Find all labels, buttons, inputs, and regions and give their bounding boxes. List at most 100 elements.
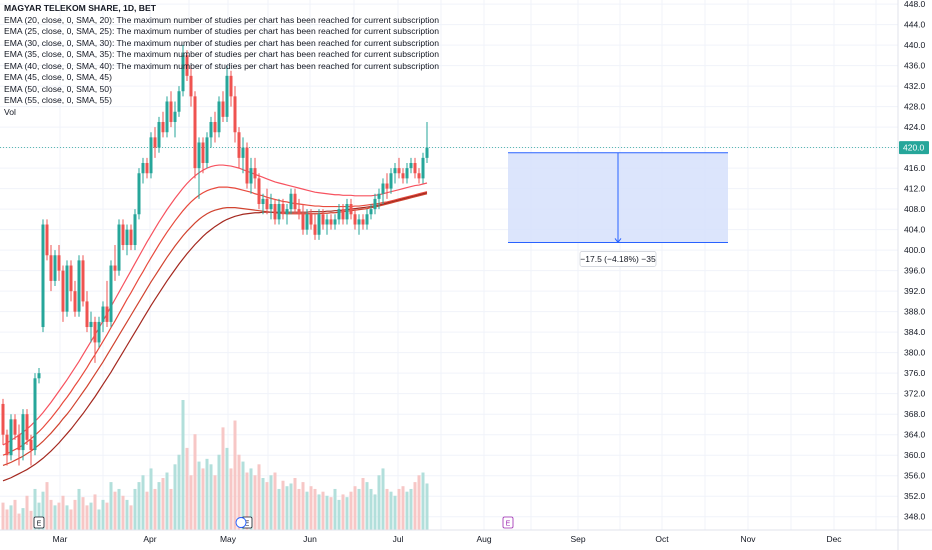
price-axis[interactable]: 448.0 444.0 440.0 436.0 432.0 428.0 424.0 420.0… xyxy=(897,0,929,550)
candle[interactable] xyxy=(241,137,245,174)
candle[interactable] xyxy=(129,224,133,251)
legend-ema-45[interactable]: EMA (45, close, 0, SMA, 45) xyxy=(4,72,112,82)
candle[interactable] xyxy=(65,260,69,317)
candle[interactable] xyxy=(145,157,149,179)
candle[interactable] xyxy=(397,157,401,179)
candle[interactable] xyxy=(213,111,217,143)
candle[interactable] xyxy=(413,157,417,179)
earnings-marker[interactable]: E xyxy=(502,516,514,529)
candle[interactable] xyxy=(281,198,285,220)
candle[interactable] xyxy=(337,204,341,225)
legend-ema-50[interactable]: EMA (50, close, 0, SMA, 50) xyxy=(4,83,112,94)
candle[interactable] xyxy=(193,91,197,179)
candle[interactable] xyxy=(9,414,13,461)
candle[interactable] xyxy=(169,91,173,128)
candle[interactable] xyxy=(393,162,397,184)
candle[interactable] xyxy=(257,173,261,210)
legend-ema-35[interactable]: EMA (35, close, 0, SMA, 35): The maximum… xyxy=(4,49,439,59)
candle[interactable] xyxy=(173,101,177,138)
candle[interactable] xyxy=(421,152,425,184)
candlesticks[interactable] xyxy=(1,45,429,466)
candle[interactable] xyxy=(29,434,33,466)
candle[interactable] xyxy=(1,398,5,445)
candle[interactable] xyxy=(73,280,77,317)
candle[interactable] xyxy=(373,193,377,215)
candle[interactable] xyxy=(305,209,309,235)
candle[interactable] xyxy=(377,188,381,210)
candle[interactable] xyxy=(329,214,333,230)
candle[interactable] xyxy=(133,209,137,251)
candle[interactable] xyxy=(333,214,337,230)
earnings-marker[interactable]: E xyxy=(33,516,45,529)
candle[interactable] xyxy=(217,96,221,138)
candle[interactable] xyxy=(313,214,317,240)
candle[interactable] xyxy=(349,198,353,220)
candle[interactable] xyxy=(21,409,25,461)
candle[interactable] xyxy=(121,219,125,251)
candle[interactable] xyxy=(93,316,97,363)
candle[interactable] xyxy=(409,157,413,174)
candle[interactable] xyxy=(149,132,153,179)
candle[interactable] xyxy=(117,219,121,276)
candle[interactable] xyxy=(417,168,421,184)
legend-ema-40[interactable]: EMA (40, close, 0, SMA, 40): The maximum… xyxy=(4,60,439,71)
candle[interactable] xyxy=(185,50,189,81)
candle[interactable] xyxy=(81,255,85,307)
candle[interactable] xyxy=(357,214,361,235)
candle[interactable] xyxy=(53,250,57,287)
candle[interactable] xyxy=(265,188,269,215)
candle[interactable] xyxy=(13,414,17,440)
candle[interactable] xyxy=(201,137,205,174)
candle[interactable] xyxy=(273,198,277,225)
candle[interactable] xyxy=(249,157,253,194)
candle[interactable] xyxy=(161,111,165,138)
dividend-marker[interactable] xyxy=(235,517,247,528)
candle[interactable] xyxy=(45,219,49,261)
candle[interactable] xyxy=(141,157,145,184)
candle[interactable] xyxy=(89,311,93,343)
candle[interactable] xyxy=(277,198,281,225)
candle[interactable] xyxy=(109,260,113,328)
candle[interactable] xyxy=(153,127,157,158)
legend-vol[interactable]: Vol xyxy=(4,106,16,117)
candle[interactable] xyxy=(321,209,325,230)
candle[interactable] xyxy=(105,280,109,328)
candle[interactable] xyxy=(345,198,349,225)
candle[interactable] xyxy=(229,70,233,107)
candle[interactable] xyxy=(293,188,297,215)
candle[interactable] xyxy=(197,137,201,199)
candle[interactable] xyxy=(101,301,105,333)
candle[interactable] xyxy=(253,157,257,189)
legend-ema-20[interactable]: EMA (20, close, 0, SMA, 20): The maximum… xyxy=(4,14,439,25)
candle[interactable] xyxy=(209,116,213,148)
time-axis[interactable]: Mar Apr May Jun Jul Aug Sep Oct Nov Dec xyxy=(0,529,932,544)
chart-title[interactable]: MAGYAR TELEKOM SHARE, 1D, BET xyxy=(4,3,156,13)
candle[interactable] xyxy=(49,245,53,292)
candle[interactable] xyxy=(301,204,305,235)
candle[interactable] xyxy=(285,204,289,225)
candle[interactable] xyxy=(57,245,61,281)
candle[interactable] xyxy=(361,214,365,230)
candle[interactable] xyxy=(325,214,329,235)
legend-ema-55[interactable]: EMA (55, close, 0, SMA, 55) xyxy=(4,95,112,105)
candle[interactable] xyxy=(289,188,293,215)
candle[interactable] xyxy=(381,178,385,205)
candle[interactable] xyxy=(225,65,229,122)
candle[interactable] xyxy=(405,162,409,184)
candle[interactable] xyxy=(425,121,429,163)
candle[interactable] xyxy=(369,204,373,220)
candle[interactable] xyxy=(33,373,37,456)
candle[interactable] xyxy=(157,116,161,153)
candle[interactable] xyxy=(97,316,101,348)
candle[interactable] xyxy=(177,86,181,117)
candle[interactable] xyxy=(385,173,389,199)
candle[interactable] xyxy=(389,168,393,194)
candle[interactable] xyxy=(221,91,225,122)
candle[interactable] xyxy=(113,245,117,281)
candle[interactable] xyxy=(37,368,41,384)
last-price-badge[interactable] xyxy=(899,141,929,155)
candle[interactable] xyxy=(261,193,265,215)
candle[interactable] xyxy=(245,142,249,189)
